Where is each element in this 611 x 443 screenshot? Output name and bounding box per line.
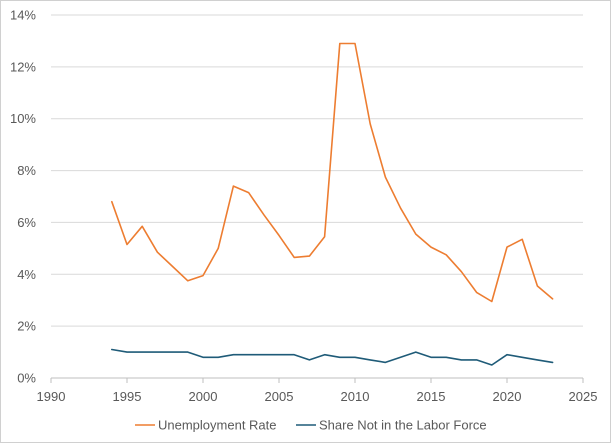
gridlines — [51, 14, 583, 327]
y-tick-label: 10% — [10, 111, 36, 126]
y-tick-label: 12% — [10, 59, 36, 74]
legend-label: Unemployment Rate — [158, 418, 277, 433]
legend-label: Share Not in the Labor Force — [319, 418, 487, 433]
y-tick-label: 8% — [17, 163, 36, 178]
axes: 0% 2% 4% 6% 8% 10% 12% 14% 1990 1995 2000 2005 2010 2… — [10, 8, 597, 405]
series-line-0 — [111, 42, 554, 303]
x-tick-label: 2010 — [341, 389, 370, 404]
x-tick-label: 2005 — [265, 389, 294, 404]
x-tick-label: 2020 — [493, 389, 522, 404]
y-tick-label: 2% — [17, 319, 36, 334]
x-tick-label: 2015 — [417, 389, 446, 404]
legend: Unemployment Rate Share Not in the Labor … — [135, 418, 487, 433]
x-tick-label: 2025 — [569, 389, 598, 404]
y-tick-label: 6% — [17, 215, 36, 230]
y-tick-label: 0% — [17, 371, 36, 386]
y-tick-label: 4% — [17, 267, 36, 282]
x-tick-label: 1995 — [113, 389, 142, 404]
x-tick-label: 1990 — [37, 389, 66, 404]
y-tick-label: 14% — [10, 8, 36, 23]
x-tick-label: 2000 — [189, 389, 218, 404]
series-lines — [111, 42, 554, 366]
series-line-1 — [111, 348, 554, 366]
